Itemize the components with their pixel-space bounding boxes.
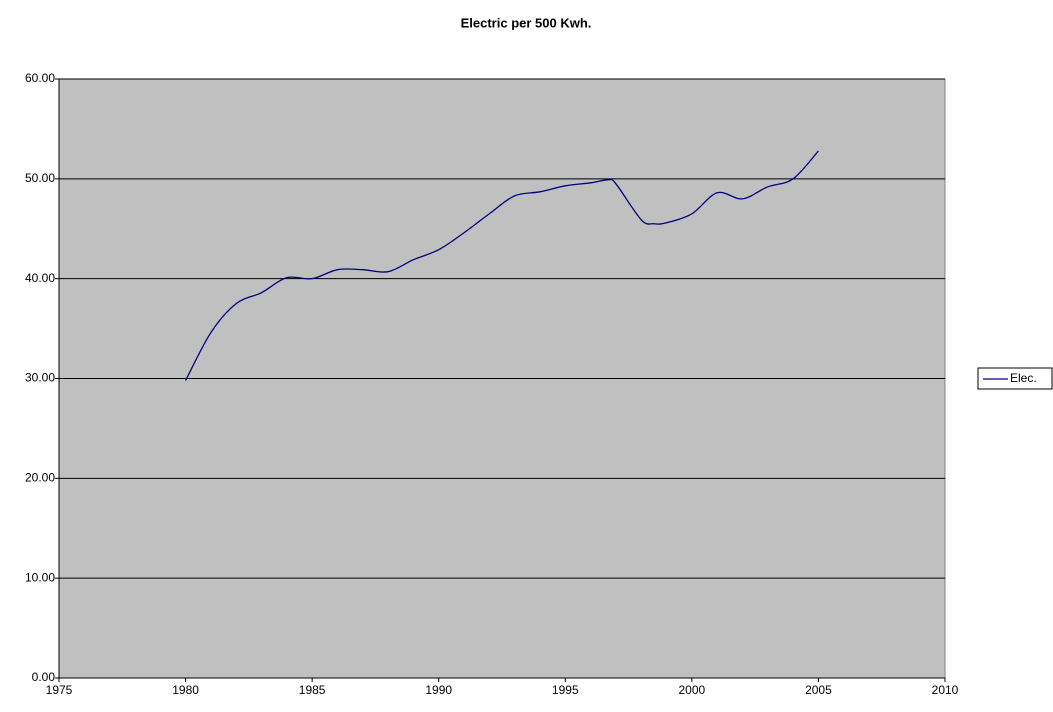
y-tick-label: 50.00 [25,171,55,185]
x-tick-label: 2000 [679,683,706,697]
y-tick-label: 30.00 [25,371,55,385]
y-tick-label: 20.00 [25,471,55,485]
y-tick-label: 60.00 [25,71,55,85]
x-tick-label: 1975 [46,683,73,697]
x-tick-label: 2005 [805,683,832,697]
y-tick-label: 10.00 [25,570,55,584]
x-tick-label: 1995 [552,683,579,697]
x-tick-label: 1985 [299,683,326,697]
legend-label: Elec. [1010,371,1037,385]
y-tick-label: 0.00 [32,670,56,684]
data-line [184,150,819,381]
x-tick-label: 2010 [932,683,959,697]
x-tick-label: 1990 [425,683,452,697]
legend-box [977,367,1053,390]
chart-title: Electric per 500 Kwh. [461,15,592,30]
x-tick-label: 1980 [172,683,199,697]
y-tick-label: 40.00 [25,271,55,285]
